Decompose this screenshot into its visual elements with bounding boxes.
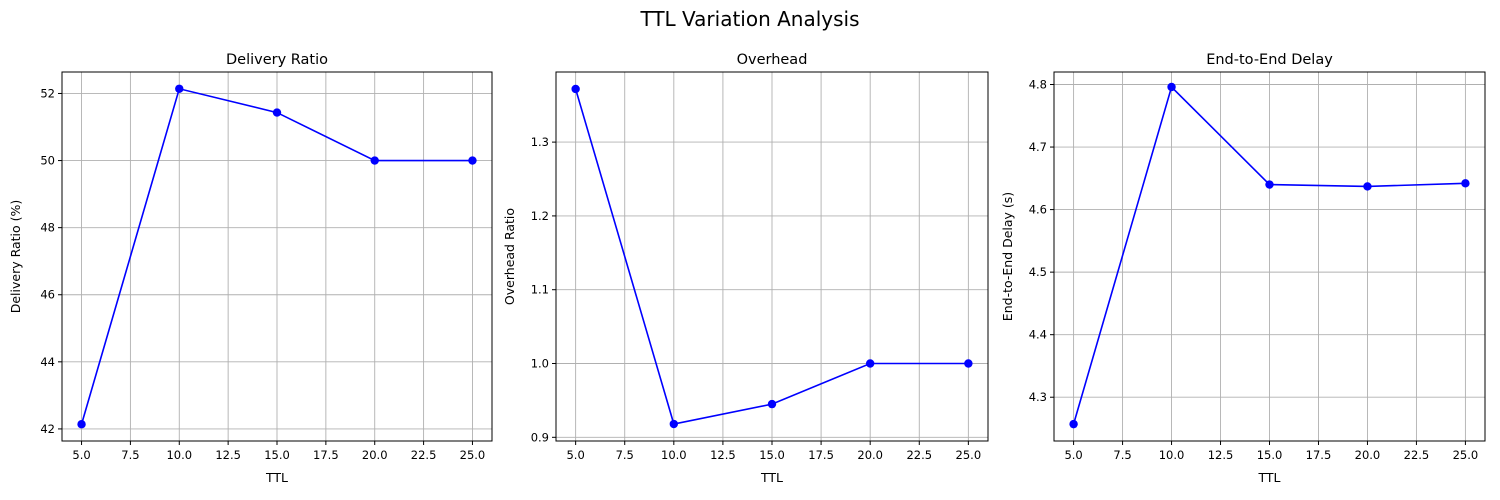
x-tick-label: 7.5: [121, 448, 139, 462]
x-tick-label: 15.0: [759, 448, 785, 462]
y-tick-label: 1.0: [531, 357, 549, 371]
x-tick-label: 20.0: [362, 448, 388, 462]
data-point: [1461, 179, 1470, 188]
chart-panel-3: 5.0 7.5 10.0 12.5 15.0 17.5 20.0 22.5 25.0 4.3 4.4…: [1000, 52, 1486, 485]
x-tick-label: 25.0: [460, 448, 486, 462]
y-tick-label: 44: [40, 355, 55, 369]
y-tick-label: 1.2: [531, 209, 549, 223]
x-tick-label: 5.0: [72, 448, 90, 462]
y-tick-label: 42: [40, 422, 55, 436]
x-tick-label: 17.5: [313, 448, 339, 462]
figure-title: TTL Variation Analysis: [639, 7, 859, 31]
chart-panel-2: 5.0 7.5 10.0 12.5 15.0 17.5 20.0 22.5 25.0 0.9 1.0…: [502, 52, 989, 485]
y-tick-label: 46: [40, 288, 55, 302]
x-tick-label: 10.0: [166, 448, 192, 462]
x-tick-label: 22.5: [906, 448, 932, 462]
y-tick-label: 4.5: [1029, 265, 1047, 279]
y-tick-label: 52: [40, 86, 55, 100]
data-point: [767, 399, 777, 409]
x-axis-label: TTL: [265, 470, 288, 485]
data-point: [1167, 82, 1176, 92]
y-tick-label: 1.3: [531, 135, 549, 149]
y-tick-label: 48: [40, 221, 55, 235]
data-point: [571, 84, 580, 94]
y-tick-label: 1.1: [531, 283, 549, 297]
x-tick-label: 5.0: [566, 448, 584, 462]
x-tick-label: 7.5: [616, 448, 634, 462]
chart-panels: 5.0 7.5 10.0 12.5 15.0 17.5 20.0 22.5 25.0 42 44 46…: [8, 52, 1486, 485]
x-tick-label: 15.0: [264, 448, 290, 462]
x-tick-label: 22.5: [1404, 448, 1430, 462]
y-tick-label: 50: [40, 154, 55, 168]
x-tick-label: 12.5: [1208, 448, 1234, 462]
y-tick-label: 4.8: [1029, 78, 1047, 92]
y-tick-label: 4.4: [1029, 328, 1047, 342]
data-point: [1363, 182, 1372, 191]
x-tick-label: 17.5: [1306, 448, 1332, 462]
chart-panel-1: 5.0 7.5 10.0 12.5 15.0 17.5 20.0 22.5 25.0 42 44 46…: [8, 52, 493, 485]
x-tick-label: 22.5: [411, 448, 437, 462]
x-tick-label: 17.5: [808, 448, 834, 462]
data-point: [175, 84, 184, 93]
y-axis-label: Delivery Ratio (%): [8, 200, 23, 314]
data-point: [468, 156, 477, 165]
x-tick-label: 12.5: [710, 448, 736, 462]
x-tick-label: 25.0: [956, 448, 982, 462]
data-point: [370, 156, 379, 165]
chart-title: Delivery Ratio: [226, 52, 328, 68]
chart-title: End-to-End Delay: [1206, 52, 1333, 68]
data-point: [1265, 180, 1274, 189]
x-tick-label: 10.0: [1159, 448, 1185, 462]
y-tick-label: 4.7: [1029, 140, 1047, 154]
y-axis-label: End-to-End Delay (s): [1000, 192, 1015, 321]
y-tick-label: 0.9: [531, 430, 549, 444]
y-tick-label: 4.3: [1029, 390, 1047, 404]
data-point: [77, 420, 86, 429]
x-tick-label: 20.0: [857, 448, 883, 462]
x-tick-label: 10.0: [661, 448, 687, 462]
x-axis-label: TTL: [760, 470, 783, 485]
x-tick-label: 5.0: [1064, 448, 1082, 462]
x-tick-label: 7.5: [1113, 448, 1131, 462]
x-tick-label: 25.0: [1453, 448, 1479, 462]
x-tick-label: 15.0: [1257, 448, 1283, 462]
x-tick-label: 20.0: [1355, 448, 1381, 462]
x-axis-label: TTL: [1257, 470, 1280, 485]
x-tick-label: 12.5: [215, 448, 241, 462]
data-point: [1069, 419, 1078, 429]
data-point: [669, 419, 679, 429]
data-point: [964, 359, 973, 368]
chart-title: Overhead: [737, 52, 808, 68]
data-point: [865, 359, 875, 368]
y-tick-label: 4.6: [1029, 203, 1047, 217]
y-axis-label: Overhead Ratio: [502, 208, 517, 305]
data-point: [272, 108, 282, 117]
